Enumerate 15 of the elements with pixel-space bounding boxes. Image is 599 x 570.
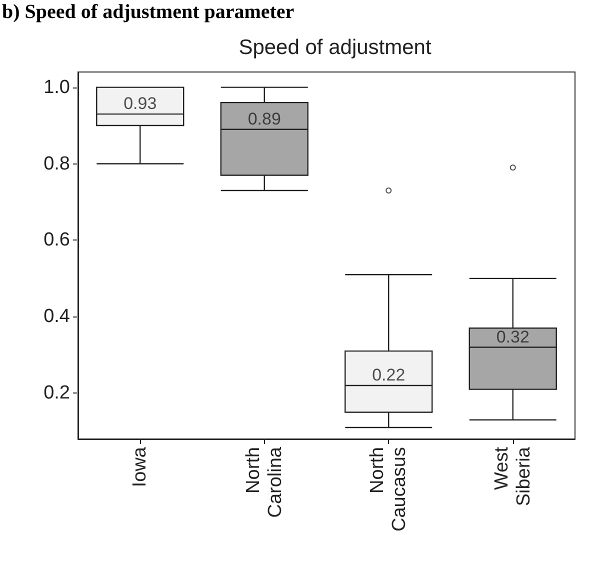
y-tick-label: 0.4 <box>44 306 70 328</box>
text: b) Speed of adjustment parameter <box>2 1 294 23</box>
text: 0.22 <box>372 365 406 384</box>
text: 0.93 <box>124 94 157 114</box>
x-tick-label: West Siberia <box>491 446 534 506</box>
x-tick-label: North Caucasus <box>367 447 410 532</box>
y-tick-label: 0.8 <box>44 153 70 174</box>
text: 0.32 <box>496 327 530 346</box>
y-tick-label: 0.6 <box>44 230 70 251</box>
x-tick-label: North Carolina <box>242 446 286 518</box>
x-tick-label: Iowa <box>130 446 151 488</box>
y-tick-label: 1.0 <box>44 76 70 98</box>
y-tick-label: 0.2 <box>44 382 70 404</box>
chart-title: Speed of adjustment <box>238 36 432 59</box>
text: 0.89 <box>248 109 281 128</box>
